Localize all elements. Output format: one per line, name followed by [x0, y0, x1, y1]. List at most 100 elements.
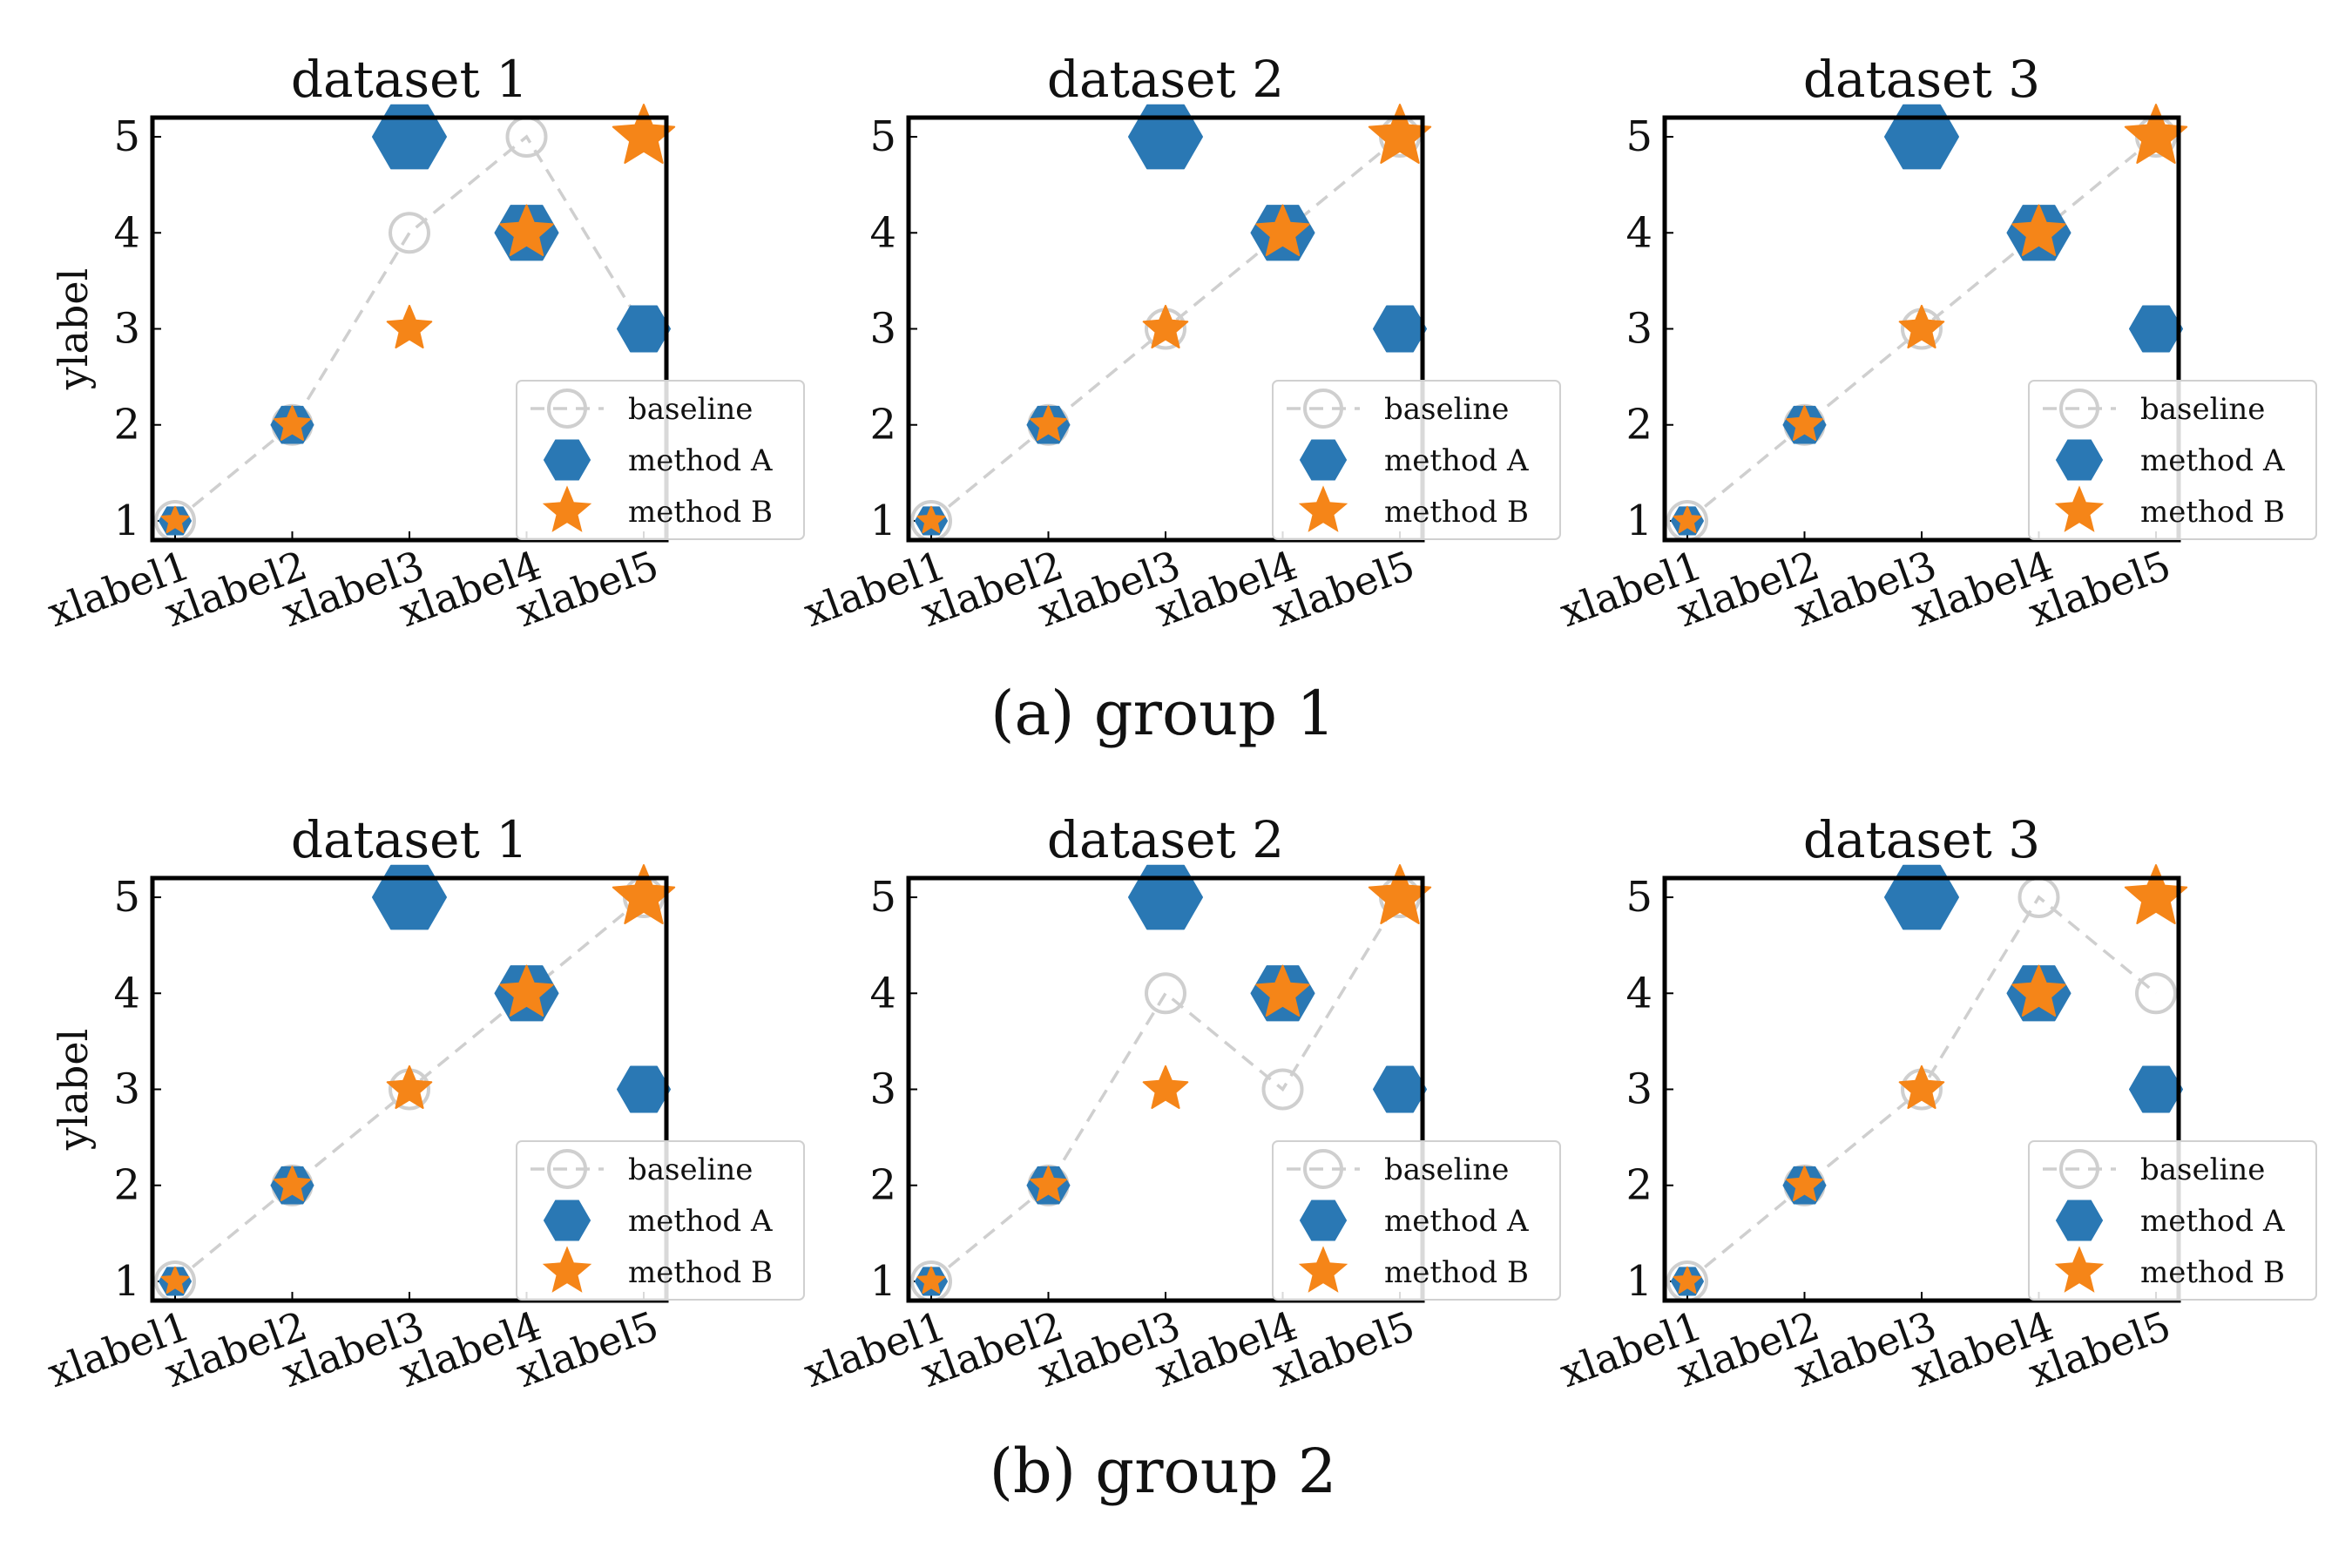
y-tick-label: 1: [869, 497, 896, 545]
legend: baseline method A method B: [1272, 380, 1561, 540]
method-a-point: [1884, 104, 1959, 170]
subplot-1: dataset 1ylabel12345xlabel1xlabel2xlabel…: [42, 50, 805, 636]
legend-method-a-marker: [1299, 1200, 1348, 1241]
group-caption-b: (b) group 2: [990, 1436, 1337, 1507]
y-tick-label: 1: [869, 1257, 896, 1306]
method-b-point: [499, 204, 554, 256]
y-tick-label: 4: [1625, 969, 1652, 1017]
legend-label: method B: [2140, 495, 2285, 530]
method-b-point: [1030, 405, 1067, 441]
y-tick-label: 4: [113, 208, 140, 257]
legend-method-a-marker: [2055, 1200, 2104, 1241]
legend: baseline method A method B: [2028, 1140, 2317, 1301]
legend-method-a-marker: [543, 1200, 591, 1241]
method-a-point: [2129, 305, 2183, 353]
y-tick-label: 3: [869, 1065, 896, 1114]
y-tick-label: 3: [113, 1065, 140, 1114]
y-tick-label: 5: [869, 873, 896, 922]
y-tick-label: 2: [113, 1161, 140, 1210]
legend-label: method A: [2140, 1204, 2285, 1239]
legend-box: [516, 380, 805, 540]
legend-baseline-marker: [1303, 389, 1343, 429]
baseline-line: [173, 134, 645, 523]
y-tick-label: 1: [1625, 497, 1652, 545]
subplots-layer: dataset 1ylabel12345xlabel1xlabel2xlabel…: [42, 50, 2317, 1396]
method-b-point: [2011, 964, 2066, 1017]
legend-label: baseline: [1384, 392, 1509, 427]
legend-baseline-marker: [547, 1149, 587, 1189]
method-b-point: [160, 1266, 190, 1294]
legend-baseline-marker: [547, 389, 587, 429]
legend-label: method A: [628, 443, 773, 478]
legend-label: baseline: [628, 1152, 753, 1187]
method-b-point: [1030, 1166, 1067, 1201]
legend-method-b-marker: [542, 1246, 592, 1293]
legend-label: method A: [1384, 1204, 1529, 1239]
legend-baseline-marker: [2059, 389, 2099, 429]
method-a-point: [1373, 1065, 1427, 1113]
legend-label: baseline: [2140, 392, 2265, 427]
method-a-point: [1884, 864, 1959, 930]
subplot-title: dataset 1: [291, 810, 528, 869]
legend-box: [2028, 1140, 2317, 1301]
subplot-title: dataset 3: [1803, 50, 2040, 109]
legend-baseline-marker: [1303, 1149, 1343, 1189]
y-tick-label: 1: [113, 497, 140, 545]
legend-box: [1272, 380, 1561, 540]
y-tick-label: 2: [113, 401, 140, 449]
legend-method-b-marker: [2054, 1246, 2105, 1293]
legend: baseline method A method B: [516, 380, 805, 540]
method-b-point: [1142, 304, 1189, 348]
axes-frame: [150, 875, 669, 1303]
legend: baseline method A method B: [1272, 1140, 1561, 1301]
axes-frame: [906, 115, 1425, 543]
axes-frame: [150, 115, 669, 543]
y-tick-label: 2: [869, 401, 896, 449]
method-b-point: [274, 405, 311, 441]
method-b-point: [1673, 505, 1702, 534]
method-b-point: [2011, 204, 2066, 256]
y-tick-label: 3: [113, 305, 140, 354]
subplot-5: dataset 212345xlabel1xlabel2xlabel3xlabe…: [798, 810, 1561, 1396]
legend-box: [2028, 380, 2317, 540]
legend-method-a-marker: [1299, 439, 1348, 481]
y-tick-label: 2: [1625, 401, 1652, 449]
method-b-point: [1786, 1166, 1823, 1201]
legend-label: method B: [628, 1255, 773, 1290]
legend-method-a-marker: [2055, 439, 2104, 481]
legend-label: method B: [1384, 495, 1529, 530]
method-a-point: [617, 305, 671, 353]
method-b-point: [916, 505, 946, 534]
method-b-point: [1255, 204, 1310, 256]
legend-method-b-marker: [1298, 485, 1348, 532]
y-tick-label: 4: [1625, 208, 1652, 257]
legend-label: method A: [1384, 443, 1529, 478]
subplot-3: dataset 312345xlabel1xlabel2xlabel3xlabe…: [1554, 50, 2317, 636]
y-tick-label: 4: [113, 969, 140, 1017]
legend-label: method B: [1384, 1255, 1529, 1290]
method-a-point: [372, 104, 447, 170]
legend-method-b-marker: [2054, 485, 2105, 532]
axes-frame: [1662, 115, 2181, 543]
y-tick-label: 5: [1625, 873, 1652, 922]
legend-box: [1272, 1140, 1561, 1301]
legend-label: method B: [628, 495, 773, 530]
method-b-point: [499, 964, 554, 1017]
subplot-4: dataset 1ylabel12345xlabel1xlabel2xlabel…: [42, 810, 805, 1396]
method-b-point: [386, 304, 433, 348]
y-tick-label: 5: [869, 112, 896, 161]
y-axis-label: ylabel: [50, 268, 97, 391]
y-tick-label: 3: [1625, 305, 1652, 354]
method-a-point: [1128, 864, 1203, 930]
method-b-point: [1898, 304, 1945, 348]
subplot-title: dataset 2: [1047, 810, 1284, 869]
method-a-point: [1128, 104, 1203, 170]
method-a-point: [2129, 1065, 2183, 1113]
method-a-point: [1373, 305, 1427, 353]
subplot-title: dataset 3: [1803, 810, 2040, 869]
legend-label: baseline: [1384, 1152, 1509, 1187]
y-tick-label: 2: [869, 1161, 896, 1210]
y-tick-label: 4: [869, 208, 896, 257]
legend-box: [516, 1140, 805, 1301]
